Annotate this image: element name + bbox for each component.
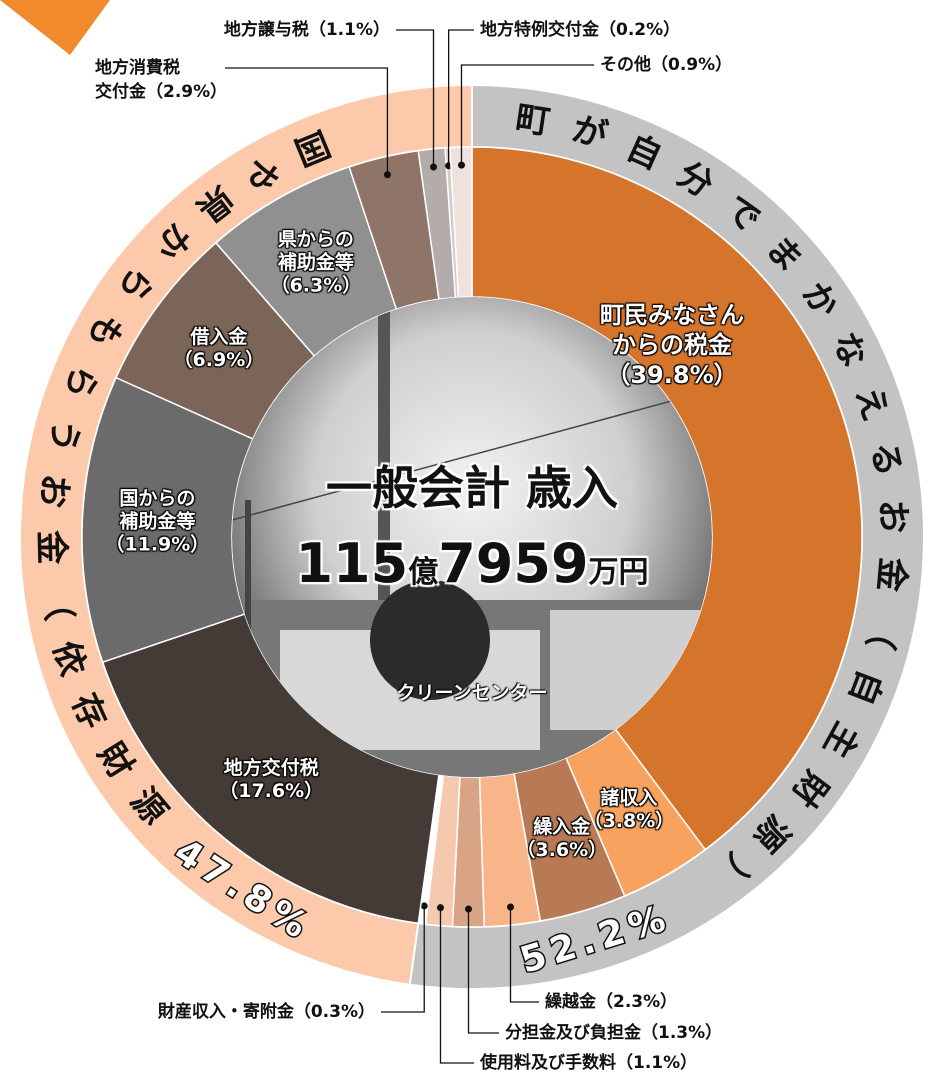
outside-label: 地方特例交付金（0.2%） xyxy=(480,18,680,42)
outside-label: 分担金及び負担金（1.3%） xyxy=(505,1021,722,1045)
outside-label: その他（0.9%） xyxy=(600,53,732,77)
outside-label: 地方譲与税（1.1%） xyxy=(224,18,390,42)
value-label: （17.6%） xyxy=(219,779,324,802)
value-label: （1.1%） xyxy=(616,1053,698,1073)
category-label: 国からの 補助金等 xyxy=(119,487,196,533)
photo-caption: クリーンセンター xyxy=(396,682,548,704)
category-label: その他 xyxy=(600,55,651,75)
inside-label: 県からの 補助金等 （6.3%） xyxy=(271,229,362,298)
leader-line xyxy=(467,908,499,1034)
leader-line xyxy=(396,29,435,167)
category-label: 地方特例交付金 xyxy=(480,20,599,40)
inside-label: 町民みなさん からの税金 （39.8%） xyxy=(600,300,744,390)
category-label: 地方譲与税 xyxy=(223,20,309,40)
chart-title: 一般会計 歳入 xyxy=(325,461,619,515)
outside-label: 地方消費税 交付金（2.9%） xyxy=(95,56,227,104)
leader-line xyxy=(447,29,474,166)
leader-line xyxy=(509,907,539,1003)
inside-label: 諸収入 （3.8%） xyxy=(584,787,675,833)
value-label: （3.8%） xyxy=(583,810,675,833)
value-label: （39.8%） xyxy=(606,361,738,389)
value-label: （6.3%） xyxy=(270,274,362,297)
value-label: （2.3%） xyxy=(596,992,678,1012)
inside-label: 国からの 補助金等 （11.9%） xyxy=(105,488,209,557)
category-label: 使用料及び手数料 xyxy=(480,1053,616,1073)
value-label: （0.9%） xyxy=(651,55,733,75)
inside-label: 繰入金 （3.6%） xyxy=(516,816,607,862)
category-label: 財産収入・寄附金 xyxy=(157,1002,294,1022)
segment xyxy=(101,613,440,925)
value-label: （0.3%） xyxy=(293,1002,375,1022)
value-label: （3.6%） xyxy=(516,838,608,861)
value-label: （1.1%） xyxy=(308,20,390,40)
category-label: 地方消費税 交付金 xyxy=(95,58,180,102)
pointer-decoration xyxy=(0,0,110,55)
total: 115億7959万円 xyxy=(295,532,648,595)
outside-label: 財産収入・寄附金（0.3%） xyxy=(158,1000,375,1024)
total-part: 115 xyxy=(295,532,409,595)
leader-line xyxy=(439,907,474,1064)
category-label: 諸収入 xyxy=(600,787,658,810)
category-label: 地方交付税 xyxy=(223,756,319,779)
outside-label: 繰越金（2.3%） xyxy=(545,990,677,1014)
leader-line xyxy=(381,905,425,1013)
total-part: 億 xyxy=(408,555,439,590)
value-label: （2.9%） xyxy=(146,82,228,102)
category-label: 町民みなさん からの税金 xyxy=(600,301,744,359)
value-label: （0.2%） xyxy=(599,20,681,40)
category-label: 分担金及び負担金 xyxy=(505,1023,641,1043)
inside-label: 借入金 （6.9%） xyxy=(174,326,265,372)
category-label: 繰入金 xyxy=(533,815,591,838)
total-part: 万円 xyxy=(588,555,649,590)
category-label: 繰越金 xyxy=(545,992,596,1012)
leader-line xyxy=(225,67,389,175)
value-label: （1.3%） xyxy=(641,1023,723,1043)
category-label: 県からの 補助金等 xyxy=(277,228,354,274)
total-part: 7959 xyxy=(438,532,589,595)
value-label: （11.9%） xyxy=(105,533,210,556)
outside-label: 使用料及び手数料（1.1%） xyxy=(480,1051,697,1075)
value-label: （6.9%） xyxy=(173,349,265,372)
category-label: 借入金 xyxy=(190,326,248,349)
inside-label: 地方交付税 （17.6%） xyxy=(219,757,323,803)
leader-line xyxy=(460,64,594,166)
